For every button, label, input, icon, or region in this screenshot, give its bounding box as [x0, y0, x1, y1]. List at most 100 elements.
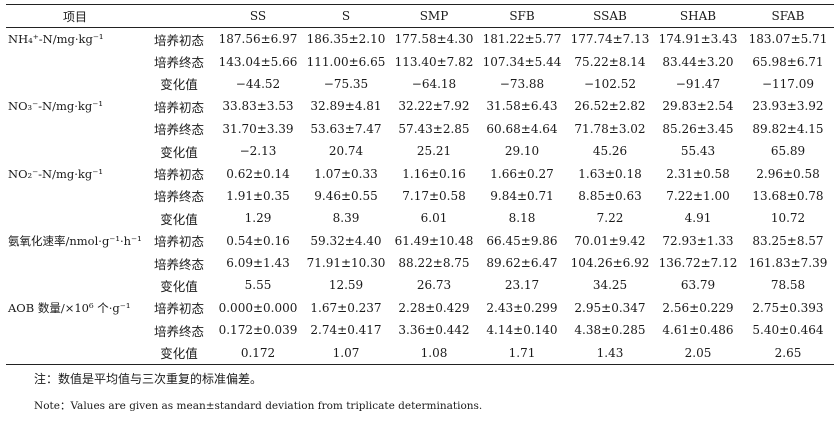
value-cell: 2.65 [774, 345, 802, 360]
stage-label: 培养初态 [153, 234, 204, 250]
value-cell: 1.16±0.16 [402, 166, 466, 181]
group-label-empty [6, 73, 144, 95]
value-cell: 6.09±1.43 [226, 256, 290, 271]
table-body: NH₄⁺-N/mg·kg⁻¹ 培养初态 187.56±6.97 186.35±2.10… [6, 28, 834, 365]
group-label: NO₂⁻-N/mg·kg⁻¹ [8, 166, 103, 181]
table-row: 变化值 0.172 1.07 1.08 1.71 1.43 2.05 2.65 [6, 341, 834, 364]
table-row: AOB 数量/×10⁶ 个·g⁻¹ 培养初态 0.000±0.000 1.67±0.2… [6, 297, 834, 319]
value-cell: 66.45±9.86 [486, 233, 558, 248]
stage-label: 培养终态 [153, 323, 204, 339]
table-row: 变化值 −2.13 20.74 25.21 29.10 45.26 55.43 65.89 [6, 140, 834, 162]
header-col-ssab: SSAB [593, 9, 627, 23]
value-cell: 83.25±8.57 [752, 233, 824, 248]
value-cell: 23.17 [504, 278, 540, 293]
value-cell: 31.70±3.39 [222, 121, 294, 136]
table-row: 变化值 1.29 8.39 6.01 8.18 7.22 4.91 10.72 [6, 207, 834, 229]
value-cell: 107.34±5.44 [482, 54, 562, 69]
value-cell: 0.172±0.039 [218, 323, 298, 338]
value-cell: 33.83±3.53 [222, 99, 294, 114]
value-cell: 104.26±6.92 [570, 256, 650, 271]
header-col-smp: SMP [419, 9, 449, 23]
value-cell: 83.44±3.20 [662, 54, 734, 69]
header-item: 项目 [62, 9, 87, 24]
data-table-container: 项目 SS S SMP SFB SSAB SHAB SFAB NH₄⁺-N/mg… [6, 4, 834, 365]
group-label: NO₃⁻-N/mg·kg⁻¹ [8, 99, 103, 114]
value-cell: 5.55 [244, 278, 272, 293]
value-cell: 10.72 [770, 211, 806, 226]
stage-label: 培养终态 [153, 189, 204, 205]
value-cell: 59.32±4.40 [310, 233, 382, 248]
table-row: NO₃⁻-N/mg·kg⁻¹ 培养初态 33.83±3.53 32.89±4.81 32… [6, 95, 834, 117]
table-row: 培养终态 1.91±0.35 9.46±0.55 7.17±0.58 9.84±0.71… [6, 185, 834, 207]
value-cell: 0.62±0.14 [226, 166, 290, 181]
value-cell: 1.43 [596, 345, 624, 360]
value-cell: 161.83±7.39 [748, 256, 828, 271]
value-cell: 32.22±7.92 [398, 99, 470, 114]
value-cell: 88.22±8.75 [398, 256, 470, 271]
value-cell: 26.52±2.82 [574, 99, 646, 114]
value-cell: 174.91±3.43 [658, 32, 738, 47]
group-label-empty [6, 185, 144, 207]
group-label: AOB 数量/×10⁶ 个·g⁻¹ [8, 300, 131, 315]
value-cell: 2.56±0.229 [662, 300, 734, 315]
value-cell: 143.04±5.66 [218, 54, 298, 69]
value-cell: 1.07 [332, 345, 360, 360]
stage-label: 变化值 [160, 144, 198, 160]
value-cell: 71.91±10.30 [306, 256, 386, 271]
value-cell: 34.25 [592, 278, 628, 293]
table-row: 培养终态 0.172±0.039 2.74±0.417 3.36±0.442 4.14±… [6, 319, 834, 341]
table-row: 氨氧化速率/nmol·g⁻¹·h⁻¹ 培养初态 0.54±0.16 59.32±4.4… [6, 230, 834, 252]
value-cell: −91.47 [675, 76, 721, 91]
value-cell: 1.07±0.33 [314, 166, 378, 181]
stage-label: 培养终态 [153, 256, 204, 272]
value-cell: 9.46±0.55 [314, 188, 378, 203]
note-english: Note：Values are given as mean±standard d… [34, 400, 483, 412]
group-label: NH₄⁺-N/mg·kg⁻¹ [8, 32, 104, 47]
value-cell: 6.01 [420, 211, 448, 226]
note-chinese: 注：数值是平均值与三次重复的标准偏差。 [34, 372, 263, 386]
value-cell: 4.61±0.486 [662, 323, 734, 338]
value-cell: 1.08 [420, 345, 448, 360]
value-cell: 8.39 [332, 211, 360, 226]
value-cell: 2.31±0.58 [666, 166, 730, 181]
value-cell: 1.67±0.237 [310, 300, 382, 315]
value-cell: 89.82±4.15 [752, 121, 824, 136]
value-cell: −102.52 [583, 76, 637, 91]
value-cell: 2.95±0.347 [574, 300, 646, 315]
stage-label: 培养初态 [153, 167, 204, 183]
value-cell: 70.01±9.42 [574, 233, 646, 248]
value-cell: 85.26±3.45 [662, 121, 734, 136]
value-cell: 187.56±6.97 [218, 32, 298, 47]
value-cell: 75.22±8.14 [574, 54, 646, 69]
table-row: 培养终态 6.09±1.43 71.91±10.30 88.22±8.75 89.62±… [6, 252, 834, 274]
group-label-empty [6, 140, 144, 162]
stage-label: 培养初态 [153, 32, 204, 48]
value-cell: −75.35 [323, 76, 369, 91]
value-cell: 8.85±0.63 [578, 188, 642, 203]
group-label: 氨氧化速率/nmol·g⁻¹·h⁻¹ [8, 233, 142, 248]
group-label-empty [6, 252, 144, 274]
data-table: 项目 SS S SMP SFB SSAB SHAB SFAB NH₄⁺-N/mg… [6, 4, 834, 365]
group-label-empty [6, 341, 144, 364]
value-cell: 61.49±10.48 [394, 233, 474, 248]
group-label-empty [6, 319, 144, 341]
header-row: 项目 SS S SMP SFB SSAB SHAB SFAB [6, 4, 834, 28]
value-cell: 2.75±0.393 [752, 300, 824, 315]
value-cell: 25.21 [416, 144, 452, 159]
value-cell: 7.22 [596, 211, 624, 226]
value-cell: 1.66±0.27 [490, 166, 554, 181]
value-cell: 71.78±3.02 [574, 121, 646, 136]
header-col-ss: SS [249, 9, 267, 23]
value-cell: 181.22±5.77 [482, 32, 562, 47]
group-label-empty [6, 118, 144, 140]
stage-label: 变化值 [160, 211, 198, 227]
value-cell: 2.28±0.429 [398, 300, 470, 315]
value-cell: 78.58 [770, 278, 806, 293]
value-cell: 9.84±0.71 [490, 188, 554, 203]
value-cell: 0.172 [240, 345, 276, 360]
value-cell: 4.38±0.285 [574, 323, 646, 338]
value-cell: 1.63±0.18 [578, 166, 642, 181]
header-col-s: S [341, 9, 351, 23]
stage-label: 变化值 [160, 346, 198, 362]
value-cell: −117.09 [761, 76, 815, 91]
